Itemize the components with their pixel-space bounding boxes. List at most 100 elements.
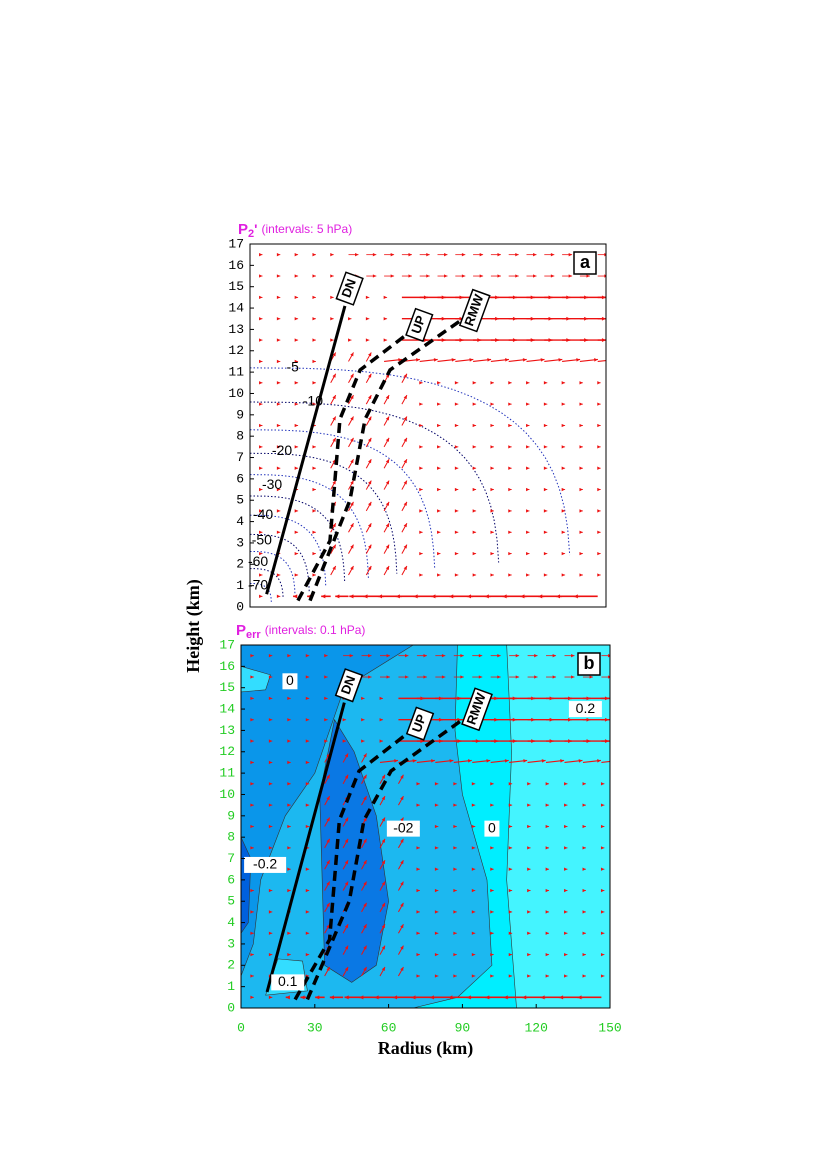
vector-head bbox=[276, 338, 281, 342]
vector-head bbox=[324, 654, 328, 658]
vector-head bbox=[579, 402, 583, 406]
vector-head bbox=[419, 551, 423, 556]
vector-head bbox=[276, 594, 281, 598]
vector-head bbox=[330, 317, 334, 321]
contour-fill bbox=[319, 718, 389, 983]
vector-head bbox=[403, 480, 407, 485]
label-box bbox=[334, 668, 364, 703]
vector-head bbox=[368, 544, 372, 549]
vector-head bbox=[350, 395, 354, 400]
vector-head bbox=[508, 974, 513, 978]
vector-head bbox=[490, 888, 494, 893]
vector-head bbox=[508, 803, 513, 807]
vector-head bbox=[543, 551, 548, 556]
vector-head bbox=[589, 675, 593, 679]
contour-label: -70 bbox=[248, 576, 268, 592]
vector-head bbox=[520, 594, 525, 599]
vector-head bbox=[294, 423, 299, 428]
y-tick-label: 6 bbox=[227, 872, 235, 887]
label-box bbox=[405, 706, 435, 741]
vector-head bbox=[453, 846, 457, 850]
vector-head bbox=[259, 466, 263, 470]
vector-head bbox=[623, 739, 627, 743]
vector-head bbox=[326, 796, 330, 801]
vector-head bbox=[472, 530, 477, 534]
vector-head bbox=[416, 867, 420, 871]
vector-head bbox=[416, 803, 420, 807]
x-axis-label: Radius (km) bbox=[378, 1038, 474, 1059]
vector-head bbox=[437, 423, 441, 428]
vector-head bbox=[321, 594, 326, 599]
vector-head bbox=[250, 718, 254, 722]
vector-head bbox=[453, 931, 457, 935]
vector-head bbox=[471, 931, 476, 935]
vector-head bbox=[400, 860, 404, 865]
vector-head bbox=[383, 295, 388, 300]
vector-head bbox=[344, 838, 349, 843]
y-tick-label: 8 bbox=[236, 429, 244, 444]
label-box bbox=[386, 820, 420, 837]
vector-head bbox=[294, 573, 299, 577]
vector-head bbox=[564, 910, 568, 914]
vector-head bbox=[268, 931, 273, 935]
vector-head bbox=[578, 759, 583, 763]
vector-head bbox=[350, 373, 354, 378]
vector-head bbox=[545, 952, 550, 957]
vector-head bbox=[287, 718, 291, 722]
vector-head bbox=[582, 824, 586, 829]
vector-head bbox=[400, 924, 404, 929]
vector-head bbox=[434, 910, 439, 914]
vector-head bbox=[312, 530, 316, 534]
y-tick-label: 1 bbox=[236, 578, 244, 593]
vector-head bbox=[368, 437, 372, 442]
vector-head bbox=[582, 910, 586, 914]
vector-head bbox=[564, 846, 568, 850]
vector-head bbox=[561, 530, 566, 534]
vector-head bbox=[555, 594, 561, 599]
vector-head bbox=[490, 530, 494, 534]
vector-head bbox=[419, 402, 423, 406]
vector-head bbox=[454, 487, 459, 492]
vector-head bbox=[363, 860, 367, 865]
vector-head bbox=[437, 445, 441, 449]
vector-head bbox=[408, 253, 412, 257]
vector-head bbox=[527, 888, 531, 893]
line-name: UP bbox=[408, 313, 428, 335]
contour-line bbox=[250, 474, 369, 579]
vector-head bbox=[342, 718, 347, 722]
vector-head bbox=[561, 509, 566, 513]
vector-head bbox=[250, 910, 254, 914]
vector-head bbox=[416, 888, 420, 893]
vector-head bbox=[527, 867, 531, 871]
vector-head bbox=[287, 696, 291, 701]
vector-head bbox=[490, 466, 494, 470]
vector-head bbox=[490, 910, 494, 914]
vector-head bbox=[259, 423, 263, 428]
vector-head bbox=[350, 523, 354, 528]
vector-head bbox=[471, 824, 476, 829]
contour-fill bbox=[241, 645, 414, 977]
panel-title: Perr (intervals: 0.1 hPa) bbox=[236, 622, 365, 641]
line-name: DN bbox=[338, 674, 359, 697]
vector-head bbox=[326, 924, 330, 929]
y-tick-label: 9 bbox=[236, 407, 244, 422]
vector-head bbox=[454, 551, 459, 556]
vector-head bbox=[526, 551, 530, 556]
vector-head bbox=[579, 445, 583, 449]
line-name: UP bbox=[409, 712, 429, 734]
vector-head bbox=[259, 317, 263, 321]
vector-head bbox=[582, 931, 586, 935]
vector-head bbox=[365, 295, 370, 300]
vector-head bbox=[579, 423, 583, 428]
vector-head bbox=[577, 995, 582, 1000]
panel-label-box bbox=[573, 251, 597, 275]
label-box bbox=[271, 974, 305, 991]
title-note: (intervals: 5 hPa) bbox=[261, 222, 352, 236]
vector-head bbox=[294, 317, 299, 321]
vector-head bbox=[368, 373, 372, 378]
vector-head bbox=[276, 509, 281, 513]
vector-head bbox=[363, 881, 367, 886]
vector-head bbox=[312, 295, 316, 300]
vector-head bbox=[522, 995, 527, 1000]
vector-head bbox=[344, 774, 349, 779]
